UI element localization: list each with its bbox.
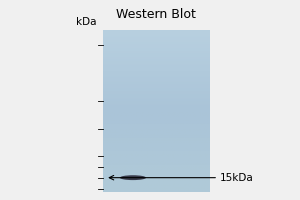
Text: kDa: kDa: [76, 17, 97, 27]
Text: Western Blot: Western Blot: [116, 8, 196, 21]
Ellipse shape: [120, 175, 146, 180]
Text: 15kDa: 15kDa: [220, 173, 254, 183]
